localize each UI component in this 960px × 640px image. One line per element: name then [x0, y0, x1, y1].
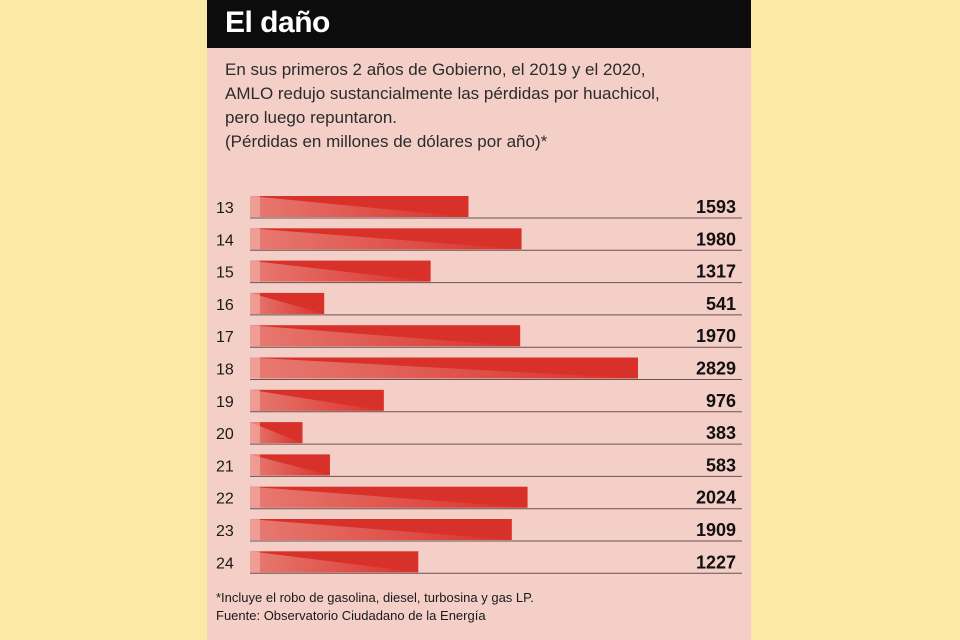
footnote: *Incluye el robo de gasolina, diesel, tu…	[216, 590, 534, 605]
category-label: 19	[216, 394, 234, 411]
bar-cap-24	[250, 551, 260, 573]
bar-shade-24	[250, 551, 419, 573]
bar-row-24: 24 1227	[216, 551, 742, 574]
value-label: 583	[706, 455, 736, 475]
value-label: 1593	[696, 197, 736, 217]
bar-row-18: 18 2829	[216, 357, 742, 380]
bar-shade-20	[250, 422, 303, 444]
subtitle-line-3: pero luego repuntaron.	[225, 108, 398, 127]
value-label: 1970	[696, 326, 736, 346]
category-label: 14	[216, 232, 234, 249]
subtitle-line-2: AMLO redujo sustancialmente las pérdidas…	[225, 84, 660, 103]
bar-shade-14	[250, 228, 522, 250]
category-label: 21	[216, 458, 234, 475]
bar-cap-19	[250, 389, 260, 411]
value-label: 1909	[696, 520, 736, 540]
bar-shade-16	[250, 292, 325, 314]
category-label: 17	[216, 329, 234, 346]
category-label: 16	[216, 297, 234, 314]
category-label: 20	[216, 426, 234, 443]
bar-cap-14	[250, 228, 260, 250]
bar-row-17: 17 1970	[216, 325, 742, 348]
bar-row-19: 19 976	[216, 389, 742, 413]
bar-cap-13	[250, 196, 260, 217]
bar-row-15: 15 1317	[216, 260, 742, 284]
bar-row-14: 14 1980	[216, 228, 742, 251]
value-label: 1980	[696, 229, 736, 249]
bar-row-13: 13 1593	[216, 196, 742, 219]
bar-shade-17	[250, 325, 521, 347]
value-label: 2829	[696, 359, 736, 379]
bar-row-16: 16 541	[216, 292, 742, 316]
value-label: 976	[706, 391, 736, 411]
bar-cap-18	[250, 357, 260, 379]
bar-cap-17	[250, 325, 260, 347]
bar-shade-13	[250, 196, 469, 217]
category-label: 23	[216, 523, 234, 540]
title-bar: El daño	[207, 0, 751, 48]
bar-row-20: 20 383	[216, 422, 742, 445]
bar-chart: 13 1593 14 1980 15 1317 16 541 17 1970 18 2829 19 976…	[216, 196, 742, 574]
chart-card: El daño En sus primeros 2 años de Gobier…	[207, 0, 751, 640]
bar-row-22: 22 2024	[216, 486, 742, 510]
chart-title: El daño	[225, 6, 330, 39]
units-note: (Pérdidas en millones de dólares por año…	[225, 132, 548, 151]
bar-shade-22	[250, 486, 528, 508]
category-label: 24	[216, 555, 234, 572]
bar-shade-21	[250, 454, 330, 476]
bar-shade-18	[250, 357, 638, 379]
bar-cap-15	[250, 260, 260, 282]
source-note: Fuente: Observatorio Ciudadano de la Ene…	[216, 608, 486, 623]
bar-row-21: 21 583	[216, 454, 742, 477]
bar-cap-22	[250, 486, 260, 508]
category-label: 22	[216, 491, 234, 508]
category-label: 13	[216, 200, 234, 217]
bar-cap-16	[250, 292, 260, 314]
bar-cap-20	[250, 422, 260, 444]
subtitle-line-1: En sus primeros 2 años de Gobierno, el 2…	[225, 60, 646, 79]
bar-cap-23	[250, 519, 260, 540]
value-label: 1317	[696, 262, 736, 282]
value-label: 1227	[696, 552, 736, 572]
bar-cap-21	[250, 454, 260, 476]
value-label: 383	[706, 423, 736, 443]
category-label: 18	[216, 362, 234, 379]
category-label: 15	[216, 265, 234, 282]
value-label: 541	[706, 294, 736, 314]
value-label: 2024	[696, 488, 736, 508]
bar-row-23: 23 1909	[216, 519, 742, 542]
